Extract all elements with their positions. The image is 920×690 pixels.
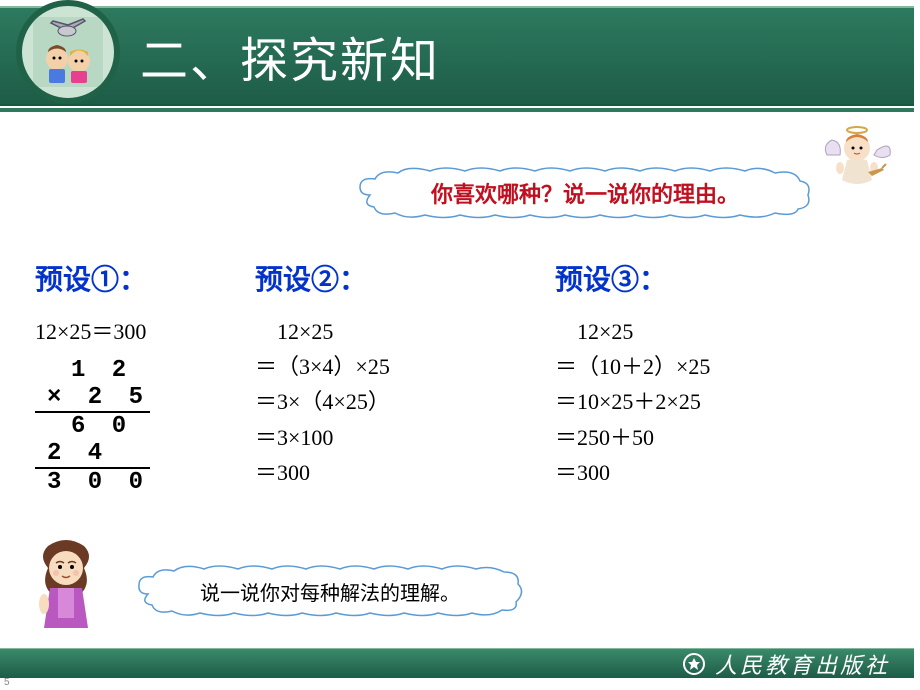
calc-row-1: 1 2 <box>35 357 255 384</box>
method-1: 预设①： 12×25＝300 1 2 × 2 5 6 0 2 4 3 0 0 <box>35 258 255 496</box>
footer-band: 人民教育出版社 <box>0 648 914 678</box>
method-3-title: 预设③： <box>555 258 885 298</box>
bubble-top-text: 你喜欢哪种？说一说你的理由。 <box>431 177 739 209</box>
page-number: 5 <box>4 677 10 688</box>
methods-row: 预设①： 12×25＝300 1 2 × 2 5 6 0 2 4 3 0 0 预… <box>35 258 885 496</box>
method-1-expr: 12×25＝300 <box>35 314 255 349</box>
method-2: 预设②： 12×25 ＝（3×4）×25 ＝3×（4×25） ＝3×100 ＝3… <box>255 258 555 496</box>
m3-line-4: ＝300 <box>555 455 885 490</box>
method-2-title: 预设②： <box>255 258 555 298</box>
angel-icon <box>822 120 902 200</box>
bubble-bottom-text: 说一说你对每种解法的理解。 <box>200 577 460 606</box>
vertical-calculation: 1 2 × 2 5 6 0 2 4 3 0 0 <box>35 357 255 496</box>
m3-line-2: ＝10×25＋2×25 <box>555 384 885 419</box>
method-1-title: 预设①： <box>35 258 255 298</box>
calc-row-5: 3 0 0 <box>35 469 255 496</box>
method-3: 预设③： 12×25 ＝（10＋2）×25 ＝10×25＋2×25 ＝250＋5… <box>555 258 885 496</box>
m2-line-2: ＝3×（4×25） <box>255 384 555 419</box>
calc-row-3: 6 0 <box>35 413 255 440</box>
header-band: 二、探究新知 <box>0 6 914 106</box>
m3-line-3: ＝250＋50 <box>555 420 885 455</box>
page-title: 二、探究新知 <box>140 21 440 91</box>
speech-bubble-top: 你喜欢哪种？说一说你的理由。 <box>350 165 820 220</box>
m2-line-1: ＝（3×4）×25 <box>255 349 555 384</box>
speech-bubble-bottom: 说一说你对每种解法的理解。 <box>130 562 530 620</box>
m3-line-0: 12×25 <box>555 314 885 349</box>
m2-line-0: 12×25 <box>255 314 555 349</box>
calc-row-2: × 2 5 <box>35 384 150 413</box>
header-underline <box>0 108 914 112</box>
expr-text: 12×25＝ <box>35 319 113 344</box>
children-antenna-icon <box>33 17 103 87</box>
woman-icon <box>28 538 104 628</box>
m2-line-4: ＝300 <box>255 455 555 490</box>
m3-line-1: ＝（10＋2）×25 <box>555 349 885 384</box>
header-logo-circle <box>16 0 120 104</box>
expr-result: 300 <box>113 319 146 344</box>
calc-row-4: 2 4 <box>35 440 150 469</box>
publisher-logo-icon <box>683 653 705 675</box>
publisher-name: 人民教育出版社 <box>715 648 890 680</box>
m2-line-3: ＝3×100 <box>255 420 555 455</box>
